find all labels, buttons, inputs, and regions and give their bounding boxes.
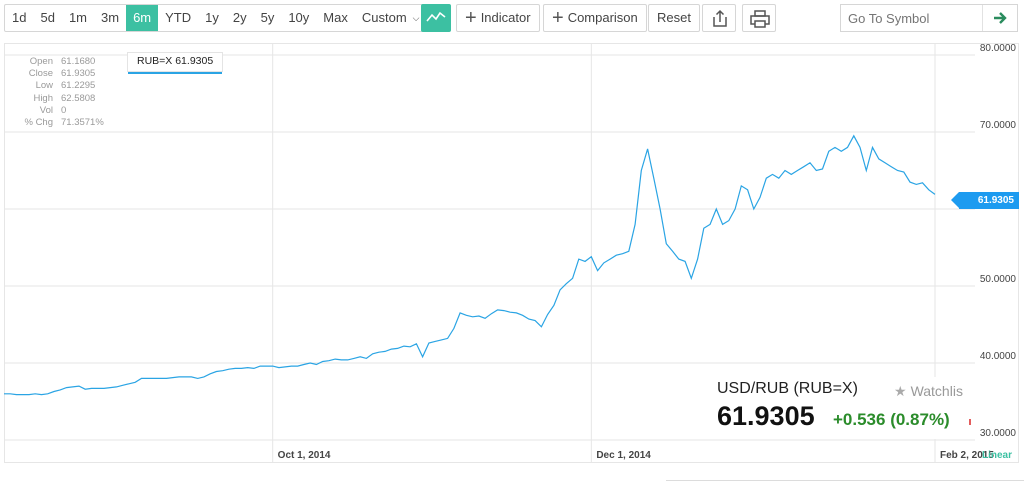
range-2y-button[interactable]: 2y (232, 10, 247, 25)
range-10y-button[interactable]: 10y (288, 10, 310, 25)
x-tick-label: Dec 1, 2014 (596, 450, 651, 461)
indicator-label: Indicator (480, 10, 531, 25)
usd-rub-series-line (4, 134, 936, 396)
range-5y-button[interactable]: 5y (260, 10, 275, 25)
range-3m-button[interactable]: 3m (101, 10, 120, 25)
range-5d-button[interactable]: 5d (40, 10, 55, 25)
range-1y-button[interactable]: 1y (205, 10, 219, 25)
footer-divider (666, 480, 1024, 481)
x-tick-label: Feb 2, 2015 (940, 450, 994, 461)
indicator-button[interactable]: + Indicator (456, 4, 540, 32)
plot-frame (4, 43, 1019, 463)
open-value: 61.1680 (61, 56, 96, 67)
printer-icon (750, 10, 770, 28)
reset-button[interactable]: Reset (648, 4, 700, 32)
close-label: Close (28, 68, 53, 80)
change-pct-value: 71.3571% (61, 117, 104, 129)
quote-price: 61.9305 (717, 401, 815, 431)
comparison-button[interactable]: + Comparison (543, 4, 647, 32)
arrow-right-icon (994, 12, 1007, 24)
y-tick-label: 80.0000 (980, 43, 1017, 54)
x-tick-label: Oct 1, 2014 (278, 450, 331, 461)
vol-label: Vol (39, 104, 53, 116)
range-max-button[interactable]: Max (323, 10, 348, 25)
scale-type-label[interactable]: Linear (982, 450, 1012, 461)
comparison-label: Comparison (567, 10, 638, 25)
series-legend-tag[interactable]: RUB=X 61.9305 (127, 52, 223, 74)
low-value: 61.2295 (61, 80, 96, 92)
last-price-flag: 61.9305 (951, 192, 1019, 209)
print-button[interactable] (742, 4, 776, 32)
y-tick-label: 50.0000 (980, 274, 1017, 285)
open-label: Open (29, 56, 53, 67)
range-6m-button[interactable]: 6m (126, 5, 159, 31)
share-button[interactable] (702, 4, 736, 32)
vol-value: 0 (61, 104, 67, 116)
chart-footer (0, 463, 1024, 487)
low-label: Low (35, 80, 53, 92)
custom-range-label: Custom (361, 10, 407, 25)
y-tick-label: 70.0000 (980, 120, 1017, 131)
high-label: High (33, 92, 53, 104)
ohlc-readout: Open 61.1680 Close 61.9305 Low 61.2295 High… (14, 56, 104, 129)
close-value: 61.9305 (61, 68, 96, 80)
quote-title: USD/RUB (RUB=X) (717, 380, 858, 397)
chart-toolbar: 1d 5d 1m 3m 6m YTD 1y 2y 5y 10y Max Cust… (0, 0, 1024, 38)
share-icon (713, 9, 727, 27)
line-chart-icon (426, 11, 446, 22)
symbol-search-input[interactable] (841, 5, 983, 31)
quote-panel: USD/RUB (RUB=X) ★ Watchlis 61.9305 +0.536… (706, 377, 972, 439)
watchlist-button[interactable]: ★ Watchlis (894, 383, 963, 400)
y-tick-label: 40.0000 (980, 351, 1017, 362)
plus-icon: + (552, 7, 564, 29)
go-button[interactable] (983, 5, 1017, 31)
range-selector: 1d 5d 1m 3m 6m YTD 1y 2y 5y 10y Max Cust… (4, 4, 428, 32)
quote-change: +0.536 (0.87%) (833, 410, 950, 429)
symbol-search (840, 4, 1018, 32)
plus-icon: + (465, 7, 477, 29)
quote-edge-mark (969, 419, 971, 425)
custom-range-dropdown[interactable]: Custom ⌵ (355, 5, 427, 31)
watchlist-label: Watchlis (910, 383, 963, 399)
change-pct-label: % Chg (24, 117, 53, 129)
range-1d-button[interactable]: 1d (12, 10, 27, 25)
chevron-down-icon: ⌵ (412, 13, 420, 23)
range-1m-button[interactable]: 1m (68, 10, 87, 25)
high-value: 62.5808 (61, 92, 96, 104)
chart-type-button[interactable] (421, 4, 451, 32)
y-tick-label: 30.0000 (980, 428, 1017, 439)
star-icon: ★ (894, 383, 907, 399)
range-ytd-button[interactable]: YTD (165, 10, 192, 25)
